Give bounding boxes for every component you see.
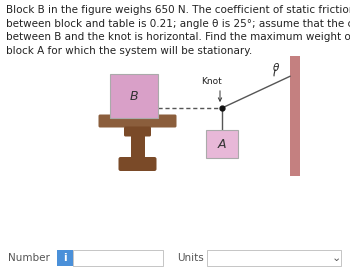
Text: Number: Number bbox=[8, 253, 50, 263]
Text: θ: θ bbox=[273, 63, 279, 73]
Bar bbox=[131, 126, 145, 161]
Text: ⌄: ⌄ bbox=[331, 253, 341, 263]
Bar bbox=[73, 250, 163, 266]
Bar bbox=[207, 250, 341, 266]
Text: Block B in the figure weighs 650 N. The coefficient of static friction
between b: Block B in the figure weighs 650 N. The … bbox=[6, 5, 350, 56]
Text: B: B bbox=[130, 89, 138, 102]
FancyBboxPatch shape bbox=[119, 157, 156, 171]
Text: Knot: Knot bbox=[202, 77, 222, 86]
Text: i: i bbox=[63, 253, 67, 263]
Bar bbox=[290, 56, 300, 176]
FancyBboxPatch shape bbox=[124, 126, 151, 137]
Bar bbox=[206, 130, 238, 158]
Bar bbox=[57, 250, 73, 266]
Bar bbox=[110, 74, 158, 118]
FancyBboxPatch shape bbox=[98, 115, 176, 128]
Text: A: A bbox=[218, 137, 226, 150]
Text: Units: Units bbox=[177, 253, 204, 263]
